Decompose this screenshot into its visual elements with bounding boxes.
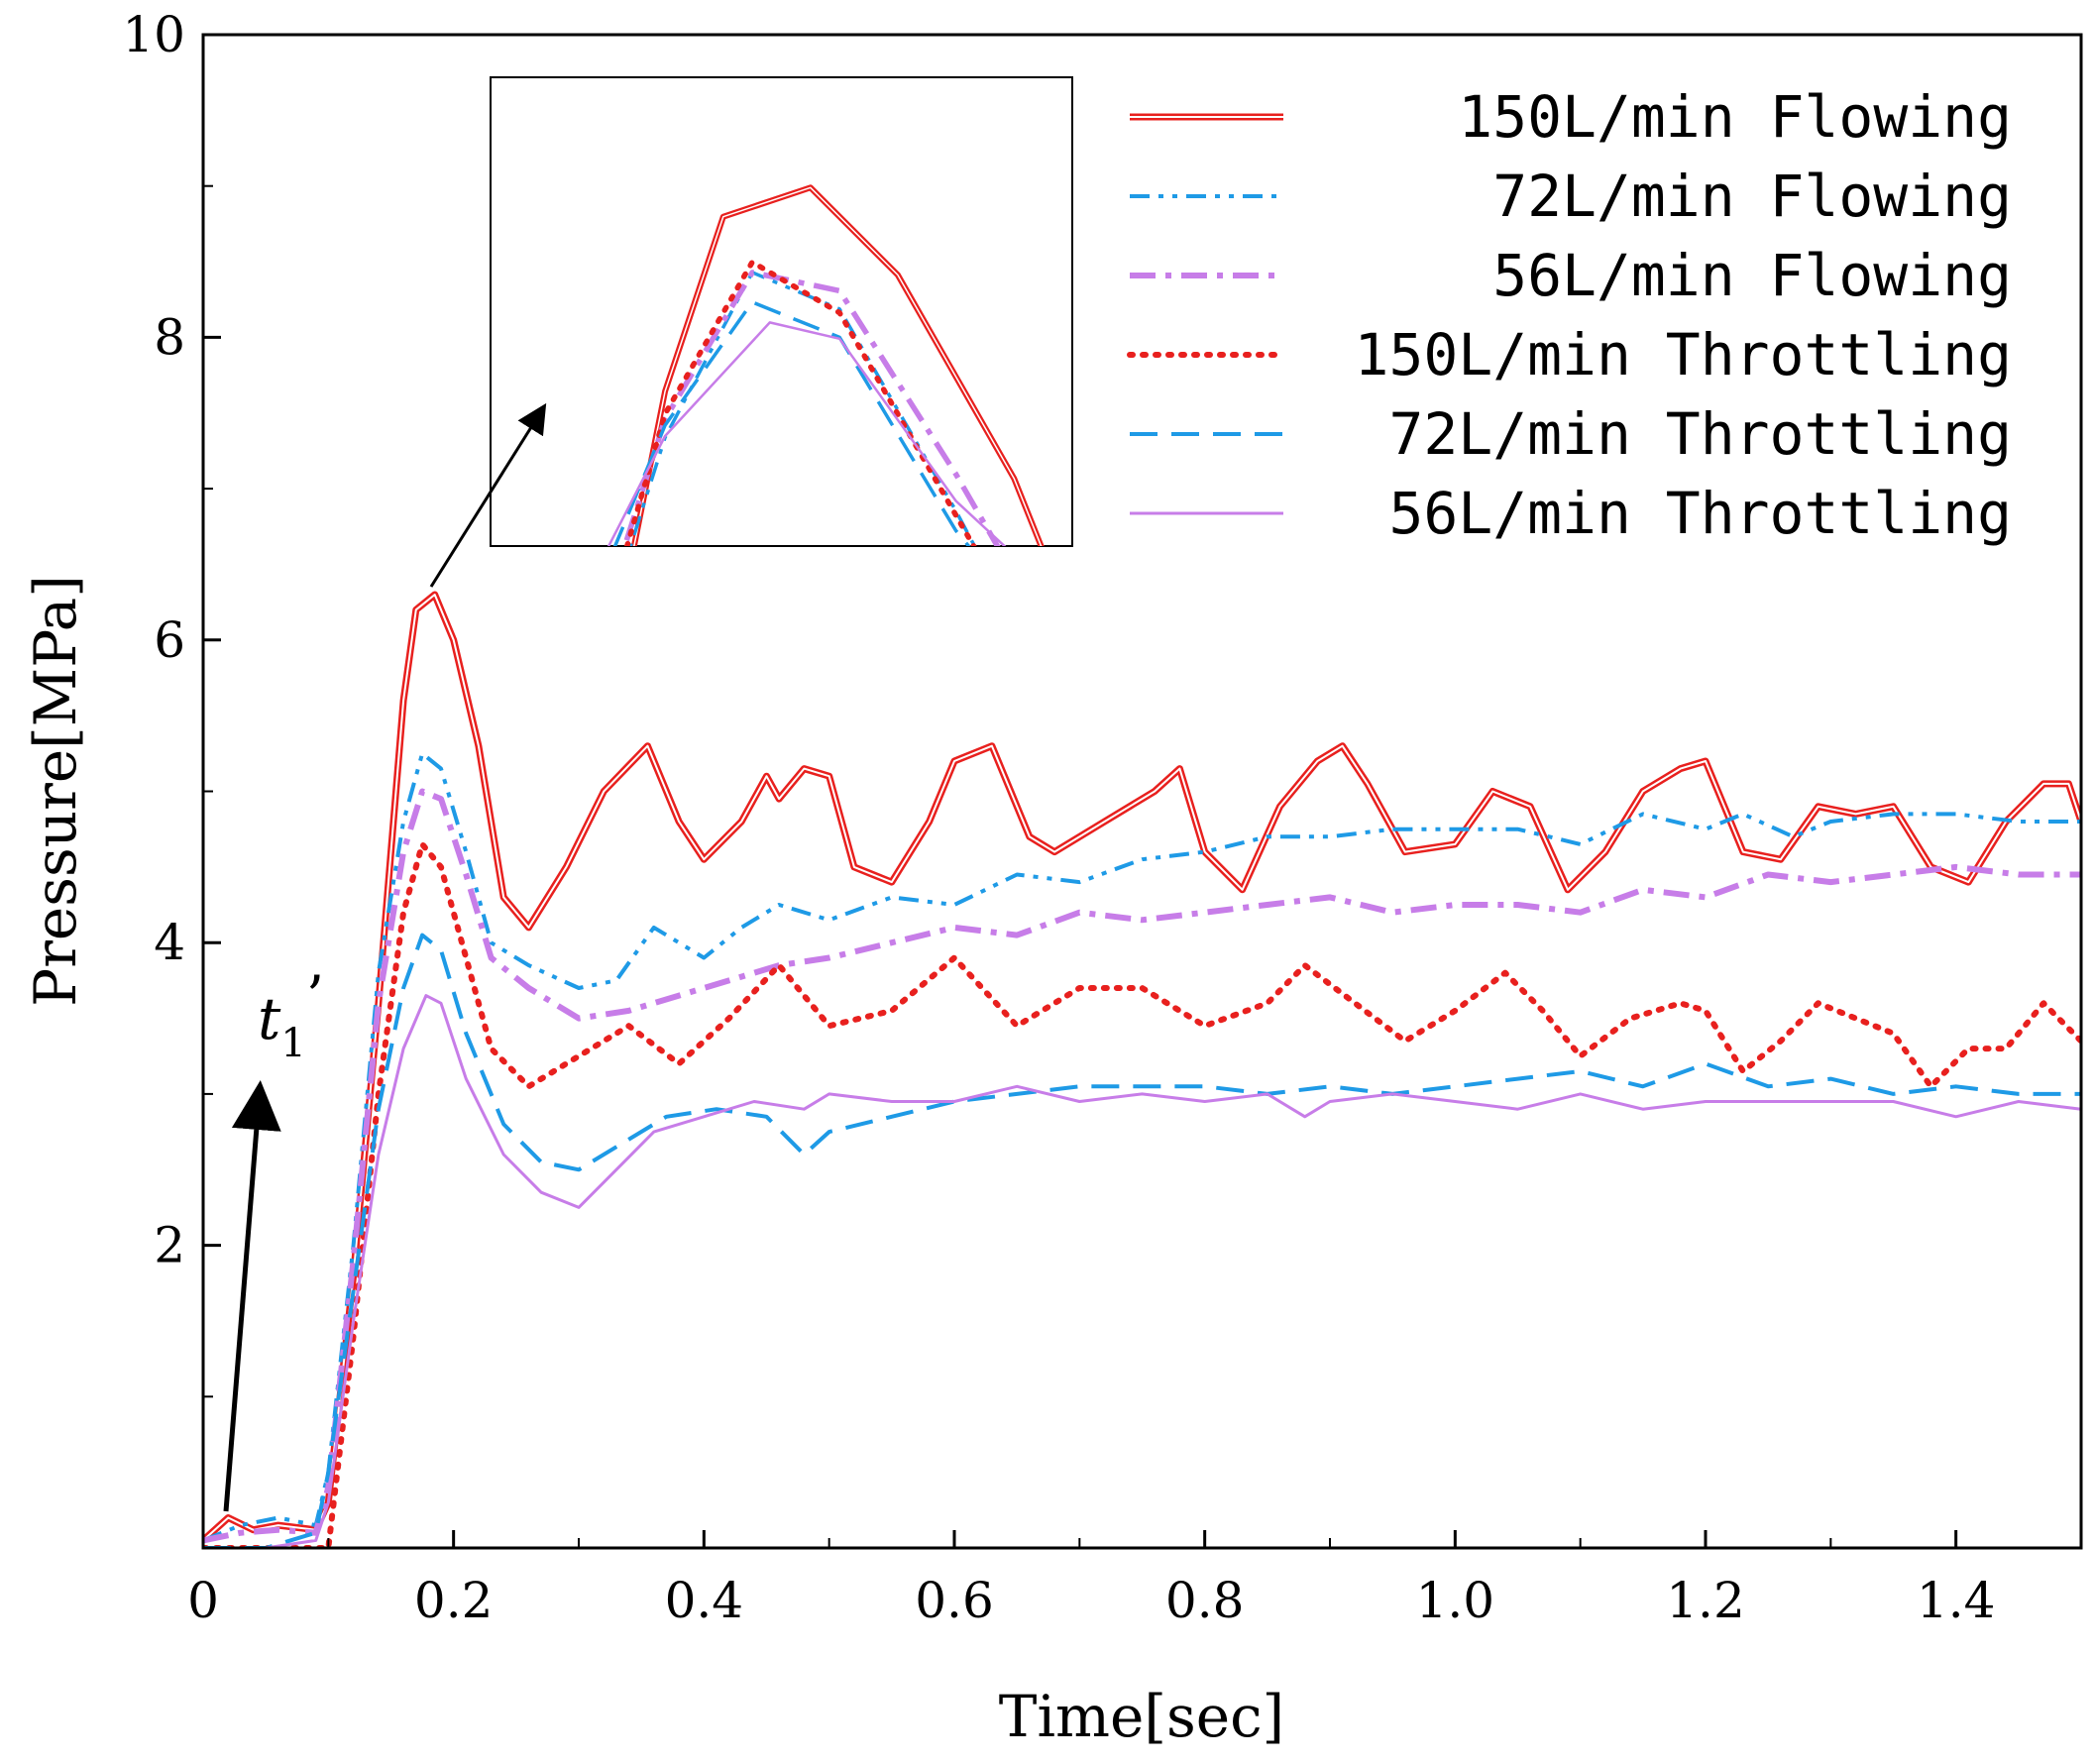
plot-frame [201, 33, 2083, 1550]
series-layer [203, 591, 2081, 1548]
x-tick-label: 0.4 [665, 1572, 744, 1629]
x-tick-label: 1.0 [1416, 1572, 1495, 1629]
series-line-56l-min-flowing [203, 788, 2081, 1544]
y-tick-label: 6 [154, 611, 185, 669]
inset-arrow [429, 402, 547, 588]
legend-label-56l-min-flowing: 56L/min Flowing [1492, 242, 2012, 309]
x-tick-label: 0.2 [414, 1572, 494, 1629]
series-line-72l-min-flowing [203, 751, 2081, 1543]
legend-label-150l-min-throttling: 150L/min Throttling [1355, 321, 2012, 388]
t1-letter: t [258, 985, 281, 1052]
inset-line-56l-min-throttling [606, 321, 1007, 546]
y-tick-label: 4 [154, 914, 185, 971]
y-tick-label: 8 [154, 308, 185, 366]
inset-line-150l-min-throttling [623, 259, 977, 546]
x-tick-label: 0.6 [915, 1572, 994, 1629]
y-axis-label: Pressure[MPa] [22, 575, 89, 1007]
inset-layer [606, 184, 1045, 546]
y-tick-label: 10 [122, 6, 185, 63]
x-tick-label: 1.4 [1917, 1572, 1996, 1629]
y-tick-label: 2 [154, 1217, 185, 1274]
legend-label-150l-min-flowing: 150L/min Flowing [1458, 83, 2012, 151]
t1-prime: ’ [306, 963, 324, 1031]
legend: 150L/min Flowing 72L/min Flowing 56L/min F… [1127, 83, 2012, 547]
series-line-inner-150l-min-flowing [203, 594, 2081, 1542]
series-line-150l-min-flowing [203, 591, 2081, 1543]
series-line-150l-min-throttling [203, 840, 2081, 1548]
inset-line-inner-150l-min-flowing [633, 186, 1043, 546]
series-line-56l-min-throttling [203, 994, 2081, 1548]
t1-subscript: 1 [280, 1021, 305, 1066]
legend-label-72l-min-throttling: 72L/min Throttling [1388, 400, 2012, 468]
inset-frame [490, 76, 1073, 547]
x-tick-label: 0 [187, 1572, 219, 1629]
t1-arrow [223, 1080, 281, 1512]
ticks-layer: 0 0.2 0.4 0.6 0.8 1.0 1.2 1.4 2 4 6 8 10 [122, 6, 2082, 1629]
x-tick-label: 0.8 [1165, 1572, 1245, 1629]
series-line-72l-min-throttling [203, 933, 2081, 1548]
legend-label-56l-min-throttling: 56L/min Throttling [1388, 480, 2012, 547]
legend-label-72l-min-flowing: 72L/min Flowing [1492, 163, 2012, 230]
inset-line-72l-min-throttling [612, 300, 971, 546]
t1-annotation: t1’ [258, 963, 324, 1066]
x-tick-label: 1.2 [1666, 1572, 1745, 1629]
x-axis-label: Time[sec] [999, 1683, 1284, 1750]
